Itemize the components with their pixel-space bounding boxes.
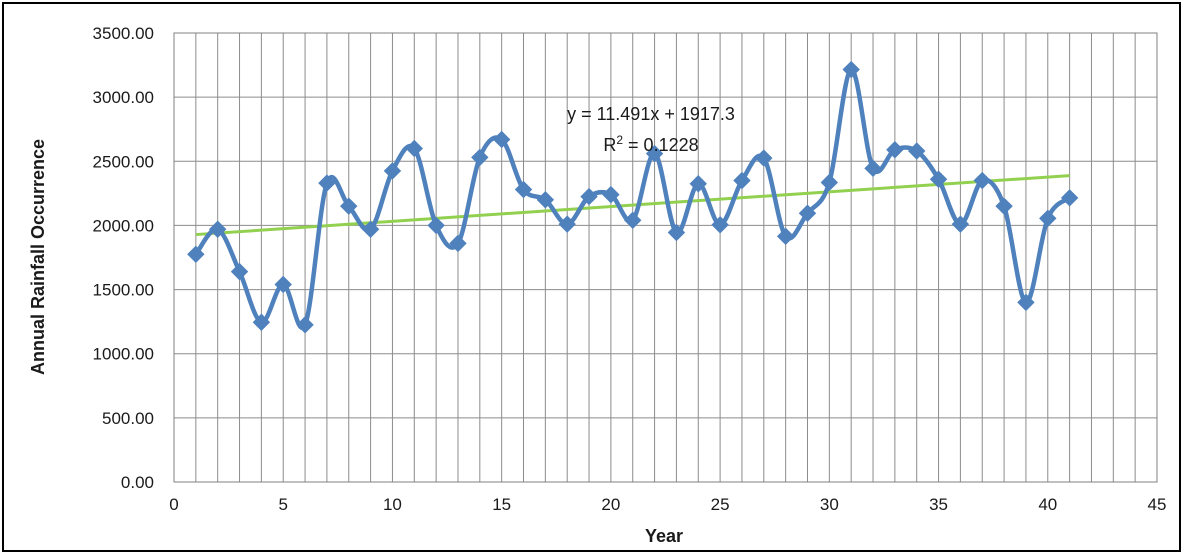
x-tick-label: 10 bbox=[383, 495, 402, 514]
x-tick-label: 20 bbox=[601, 495, 620, 514]
marker-layer bbox=[187, 60, 1079, 334]
data-point-marker bbox=[296, 316, 314, 334]
data-point-marker bbox=[689, 175, 707, 193]
data-point-marker bbox=[929, 170, 948, 188]
data-point-marker bbox=[187, 245, 205, 264]
data-point-marker bbox=[492, 130, 511, 149]
data-point-marker bbox=[558, 215, 576, 233]
linear-trendline bbox=[195, 174, 1070, 237]
y-tick-label: 1500.00 bbox=[93, 281, 154, 300]
x-tick-label: 45 bbox=[1148, 495, 1167, 514]
data-point-marker bbox=[361, 220, 380, 238]
data-point-marker bbox=[645, 144, 664, 163]
x-tick-label: 40 bbox=[1038, 495, 1057, 514]
data-point-marker bbox=[449, 234, 467, 253]
data-point-marker bbox=[842, 60, 860, 79]
y-tick-label: 1000.00 bbox=[93, 345, 154, 364]
trendline-r-squared: R2 = 0.1228 bbox=[603, 133, 698, 155]
plot-area-border bbox=[173, 32, 1158, 483]
x-tick-label: 25 bbox=[711, 495, 730, 514]
data-point-marker bbox=[580, 187, 598, 206]
data-point-marker bbox=[318, 174, 336, 192]
data-point-marker bbox=[208, 220, 227, 238]
data-point-marker bbox=[776, 227, 795, 246]
y-tick-label: 2000.00 bbox=[93, 216, 154, 235]
data-point-marker bbox=[1039, 209, 1057, 228]
trendline-equation: y = 11.491x + 1917.3 bbox=[567, 104, 735, 124]
data-point-marker bbox=[995, 197, 1013, 215]
x-tick-label: 35 bbox=[929, 495, 948, 514]
data-point-marker bbox=[230, 262, 249, 281]
x-tick-label: 15 bbox=[492, 495, 511, 514]
data-point-marker bbox=[973, 171, 991, 190]
data-point-marker bbox=[667, 223, 686, 242]
data-point-marker bbox=[864, 159, 882, 178]
data-point-marker bbox=[798, 204, 817, 222]
trendline-layer bbox=[195, 174, 1070, 237]
y-tick-label: 3500.00 bbox=[93, 24, 154, 43]
data-point-marker bbox=[1017, 293, 1035, 312]
y-axis-title: Annual Rainfall Occurrence bbox=[28, 139, 48, 375]
grid-layer bbox=[174, 33, 1157, 482]
data-point-marker bbox=[820, 173, 839, 192]
data-point-marker bbox=[951, 215, 970, 233]
x-tick-label: 30 bbox=[820, 495, 839, 514]
data-point-marker bbox=[733, 171, 751, 190]
x-tick-label: 5 bbox=[278, 495, 287, 514]
data-point-marker bbox=[471, 148, 489, 167]
data-point-marker bbox=[1060, 189, 1079, 207]
data-point-marker bbox=[427, 216, 445, 235]
x-tick-label: 0 bbox=[169, 495, 178, 514]
data-point-marker bbox=[274, 275, 292, 294]
y-tick-label: 500.00 bbox=[102, 409, 154, 428]
data-point-marker bbox=[755, 149, 773, 167]
data-point-marker bbox=[514, 180, 533, 199]
y-tick-label: 2500.00 bbox=[93, 152, 154, 171]
y-tick-label: 0.00 bbox=[121, 473, 154, 492]
data-point-marker bbox=[405, 139, 423, 158]
data-point-marker bbox=[886, 141, 904, 159]
data-point-marker bbox=[602, 185, 620, 204]
data-point-marker bbox=[383, 162, 402, 180]
data-point-marker bbox=[711, 216, 729, 234]
data-point-marker bbox=[624, 211, 642, 230]
data-point-marker bbox=[536, 191, 555, 209]
data-point-marker bbox=[908, 142, 926, 160]
data-point-marker bbox=[252, 313, 271, 331]
y-tick-label: 3000.00 bbox=[93, 88, 154, 107]
x-axis-title: Year bbox=[645, 526, 683, 546]
data-point-marker bbox=[340, 197, 358, 215]
tick-labels: 0 5 10 15 20 25 30 35 40 45 0.00 500.00 1000.00 1500.… bbox=[93, 24, 1167, 514]
